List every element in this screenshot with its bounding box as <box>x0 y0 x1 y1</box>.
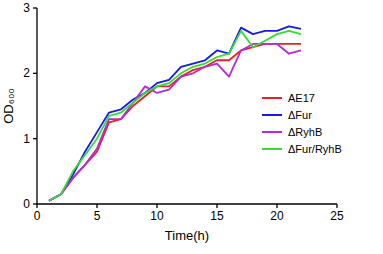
series-line <box>49 44 301 201</box>
x-tick-label: 10 <box>150 209 164 223</box>
legend-swatch <box>262 148 282 150</box>
legend-label: ΔFur <box>288 109 312 121</box>
y-axis-label: OD₆₀₀ <box>1 88 16 124</box>
y-tick <box>33 73 37 74</box>
chart: 0 5 10 15 20 25 0 1 2 3 Time(h) OD₆₀₀ AE17 ΔFur ΔRyhB Δ… <box>0 0 383 254</box>
legend-label: ΔFur/RyhB <box>288 143 342 155</box>
legend-swatch <box>262 131 282 133</box>
y-tick-label: 0 <box>23 197 30 211</box>
legend-label: AE17 <box>288 92 315 104</box>
legend-swatch <box>262 114 282 116</box>
y-tick <box>33 138 37 139</box>
y-tick <box>33 7 37 8</box>
x-tick <box>156 204 157 208</box>
legend-label: ΔRyhB <box>288 126 322 138</box>
y-tick-label: 2 <box>23 66 30 80</box>
x-tick-label: 0 <box>34 209 41 223</box>
x-tick <box>96 204 97 208</box>
series-group <box>49 26 301 200</box>
x-axis <box>37 203 337 204</box>
x-tick <box>336 204 337 208</box>
series-line <box>49 31 301 201</box>
y-tick-label: 3 <box>23 1 30 15</box>
x-tick-label: 20 <box>270 209 284 223</box>
x-tick-label: 25 <box>330 209 344 223</box>
series-line <box>49 44 301 201</box>
x-tick <box>276 204 277 208</box>
y-tick <box>33 203 37 204</box>
x-tick <box>216 204 217 208</box>
y-axis <box>36 8 37 204</box>
x-axis-label: Time(h) <box>165 228 209 243</box>
x-tick-label: 15 <box>210 209 224 223</box>
legend: AE17 ΔFur ΔRyhB ΔFur/RyhB <box>262 92 342 155</box>
y-tick-label: 1 <box>23 132 30 146</box>
legend-swatch <box>262 97 282 99</box>
series-line <box>49 26 301 200</box>
x-tick-label: 5 <box>94 209 101 223</box>
